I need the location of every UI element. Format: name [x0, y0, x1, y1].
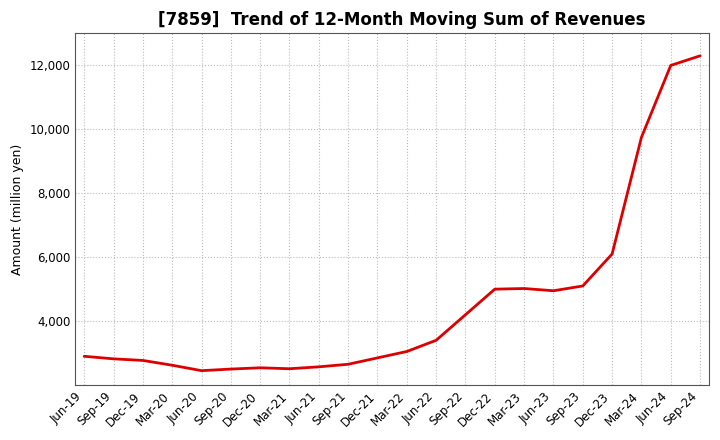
Y-axis label: Amount (million yen): Amount (million yen)	[11, 143, 24, 275]
Text: [7859]  Trend of 12-Month Moving Sum of Revenues: [7859] Trend of 12-Month Moving Sum of R…	[158, 11, 645, 29]
